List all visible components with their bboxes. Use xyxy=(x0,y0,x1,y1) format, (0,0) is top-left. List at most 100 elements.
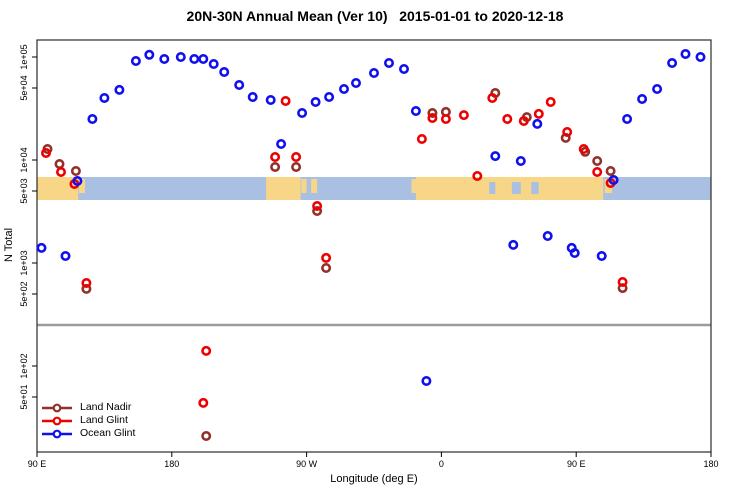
data-point-land-nadir xyxy=(54,159,65,170)
data-point-land-nadir xyxy=(312,206,323,217)
data-point-land-glint xyxy=(562,127,573,138)
y-tick-label: 5e+04 xyxy=(19,75,29,100)
data-point-land-nadir xyxy=(617,283,628,294)
data-point-ocean-glint xyxy=(219,67,230,78)
data-point-ocean-glint xyxy=(637,94,648,105)
data-point-ocean-glint xyxy=(421,375,432,386)
y-tick-label: 5e+02 xyxy=(19,281,29,306)
data-point-land-glint xyxy=(81,277,92,288)
data-point-land-glint xyxy=(578,144,589,155)
x-tick-label: 90 E xyxy=(28,459,47,469)
data-point-land-nadir xyxy=(201,430,212,441)
data-point-land-glint xyxy=(40,148,51,159)
data-point-ocean-glint xyxy=(265,95,276,106)
data-point-ocean-glint xyxy=(596,251,607,262)
data-point-land-glint xyxy=(502,114,513,125)
data-point-ocean-glint xyxy=(247,92,258,103)
data-point-land-nadir xyxy=(605,166,616,177)
x-axis-title: Longitude (deg E) xyxy=(330,473,418,485)
map-strip-water xyxy=(531,182,539,194)
data-point-ocean-glint xyxy=(198,53,209,64)
y-tick-label: 1e+03 xyxy=(19,250,29,275)
data-point-ocean-glint xyxy=(159,53,170,64)
data-point-land-glint xyxy=(291,152,302,163)
map-strip-land xyxy=(266,177,301,200)
y-tick-label: 1e+05 xyxy=(19,44,29,69)
data-point-ocean-glint xyxy=(680,48,691,59)
y-tick-label: 1e+02 xyxy=(19,353,29,378)
legend: Land Nadir Land Glint Ocean Glint xyxy=(41,401,135,440)
data-point-land-glint xyxy=(312,201,323,212)
data-point-ocean-glint xyxy=(410,106,421,117)
data-point-land-nadir xyxy=(70,166,81,177)
x-tick-label: 180 xyxy=(703,459,718,469)
data-point-ocean-glint xyxy=(310,97,321,108)
data-point-land-nadir xyxy=(427,108,438,119)
data-point-ocean-glint xyxy=(622,114,633,125)
legend-marker-ocean-glint xyxy=(42,429,72,438)
data-point-ocean-glint xyxy=(542,231,553,242)
y-tick-label: 5e+03 xyxy=(19,178,29,203)
legend-label-ocean-glint: Ocean Glint xyxy=(80,427,136,439)
map-strip-land xyxy=(78,179,85,193)
map-strip-land xyxy=(37,177,79,200)
data-point-land-nadir xyxy=(291,162,302,173)
y-tick-label: 5e+01 xyxy=(19,384,29,409)
plot-frame xyxy=(36,39,712,453)
data-point-land-glint xyxy=(270,152,281,163)
data-point-ocean-glint xyxy=(338,84,349,95)
data-point-ocean-glint xyxy=(276,139,287,150)
data-point-ocean-glint xyxy=(36,242,47,253)
data-point-ocean-glint xyxy=(532,118,543,129)
data-point-land-glint xyxy=(592,167,603,178)
data-point-ocean-glint xyxy=(368,68,379,79)
map-strip-water xyxy=(511,182,521,194)
data-point-land-glint xyxy=(321,252,332,263)
x-tick-label: 180 xyxy=(164,459,179,469)
legend-label-land-nadir: Land Nadir xyxy=(80,401,132,413)
data-point-ocean-glint xyxy=(87,114,98,125)
data-point-ocean-glint xyxy=(144,49,155,60)
data-point-ocean-glint xyxy=(652,84,663,95)
data-point-ocean-glint xyxy=(398,64,409,75)
legend-marker-land-nadir xyxy=(42,403,72,412)
data-point-ocean-glint xyxy=(72,176,83,187)
legend-item-land-glint: Land Glint xyxy=(41,414,135,427)
data-point-ocean-glint xyxy=(99,93,110,104)
data-point-ocean-glint xyxy=(608,175,619,186)
x-tick-label: 90 E xyxy=(567,459,586,469)
data-point-ocean-glint xyxy=(324,92,335,103)
data-point-ocean-glint xyxy=(383,57,394,68)
data-point-ocean-glint xyxy=(60,251,71,262)
data-point-land-nadir xyxy=(81,283,92,294)
data-point-land-glint xyxy=(416,134,427,145)
data-point-ocean-glint xyxy=(508,239,519,250)
map-strip-land xyxy=(311,179,318,193)
data-point-ocean-glint xyxy=(667,57,678,68)
data-point-land-glint xyxy=(533,108,544,119)
data-point-ocean-glint xyxy=(130,55,141,66)
data-point-land-glint xyxy=(280,96,291,107)
data-point-ocean-glint xyxy=(695,51,706,62)
data-point-land-glint xyxy=(472,171,483,182)
data-point-ocean-glint xyxy=(350,78,361,89)
map-strip-land xyxy=(411,179,416,193)
data-point-land-glint xyxy=(201,345,212,356)
data-point-ocean-glint xyxy=(189,53,200,64)
y-tick-label: 1e+04 xyxy=(19,147,29,172)
data-point-land-glint xyxy=(427,113,438,124)
map-strip-land xyxy=(301,179,307,193)
data-point-land-nadir xyxy=(270,162,281,173)
data-point-land-glint xyxy=(198,397,209,408)
data-point-land-nadir xyxy=(321,262,332,273)
legend-label-land-glint: Land Glint xyxy=(80,414,128,426)
x-tick-label: 90 W xyxy=(296,459,318,469)
legend-marker-land-glint xyxy=(42,416,72,425)
x-tick-label: 0 xyxy=(439,459,444,469)
legend-item-ocean-glint: Ocean Glint xyxy=(41,427,135,440)
map-strip-land xyxy=(415,177,604,200)
data-point-ocean-glint xyxy=(234,80,245,91)
chart-title: 20N-30N Annual Mean (Ver 10) 2015-01-01 … xyxy=(186,8,564,24)
